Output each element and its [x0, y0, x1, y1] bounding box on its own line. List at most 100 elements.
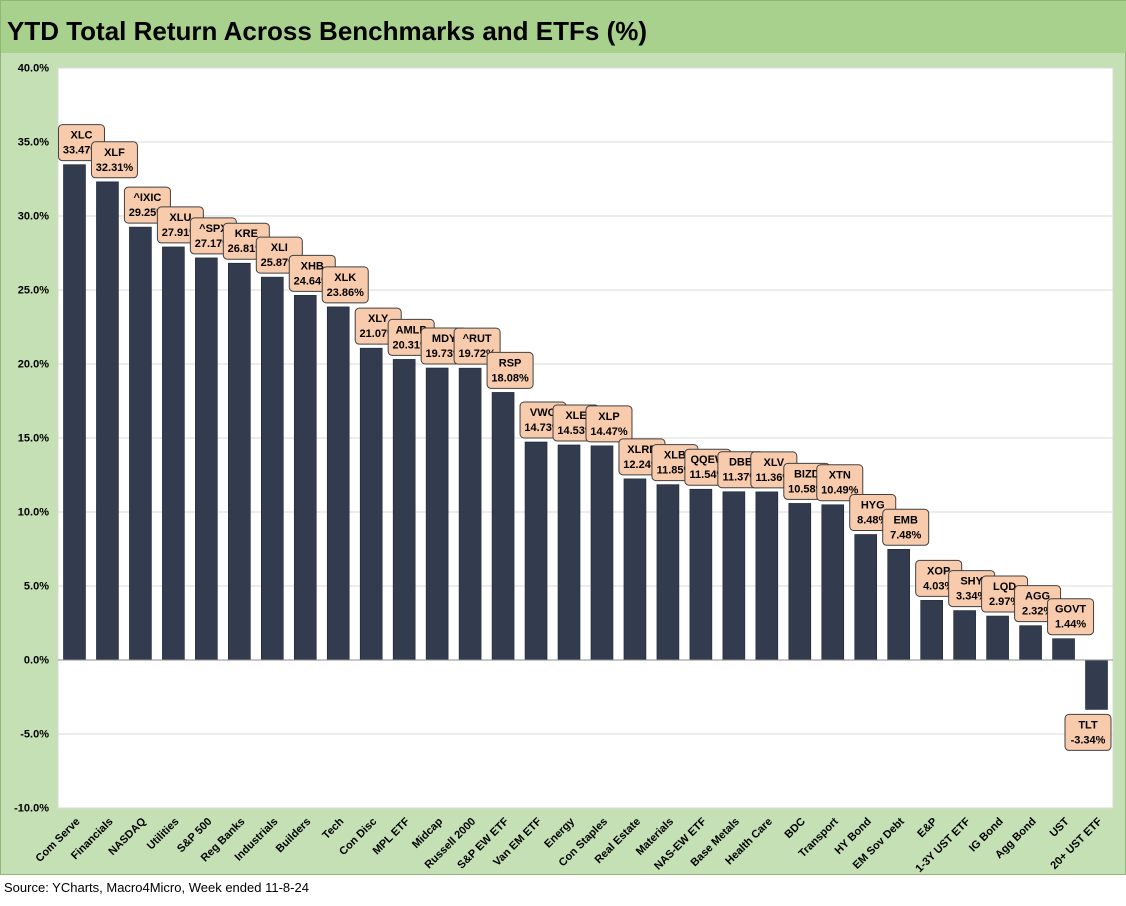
bar — [1019, 625, 1042, 661]
bar — [1085, 659, 1108, 710]
data-label-value: 11.37% — [723, 472, 760, 484]
data-label-ticker: MDY — [432, 333, 457, 345]
data-label-value: 11.36% — [755, 472, 792, 484]
data-label-value: 14.47% — [590, 426, 628, 438]
data-label-ticker: BIZD — [794, 468, 820, 480]
title-bar: YTD Total Return Across Benchmarks and E… — [1, 1, 1126, 53]
data-label-ticker: RSP — [499, 357, 522, 369]
data-label-ticker: ^RUT — [463, 333, 492, 345]
data-label-value: 7.48% — [890, 529, 921, 541]
y-tick-label: 25.0% — [18, 285, 49, 297]
bar — [260, 276, 284, 661]
bar — [491, 392, 515, 661]
data-label-value: 4.03% — [923, 580, 954, 592]
data-label-value: 11.54% — [690, 469, 727, 481]
data-label-ticker: AGG — [1025, 591, 1050, 603]
data-label-ticker: XLB — [664, 450, 686, 462]
data-label-ticker: LQD — [993, 581, 1016, 593]
data-label-ticker: XLF — [104, 147, 125, 159]
bar — [326, 306, 350, 661]
bar — [821, 504, 845, 661]
bar — [986, 615, 1009, 661]
bar — [920, 600, 943, 661]
y-tick-label: 35.0% — [18, 137, 49, 149]
x-tick-label: MPL ETF — [371, 815, 413, 857]
bar — [359, 347, 383, 661]
data-label-ticker: ^SPX — [199, 223, 228, 235]
data-label-box — [585, 405, 633, 443]
data-label-ticker: XLY — [368, 313, 389, 325]
bar — [590, 445, 614, 661]
bar — [195, 257, 218, 661]
data-label-value: 3.34% — [956, 591, 987, 603]
data-label-value: 2.32% — [1022, 606, 1053, 618]
bar — [557, 444, 581, 661]
y-tick-label: 5.0% — [24, 581, 49, 593]
data-label-box — [816, 464, 864, 502]
data-label-ticker: GOVT — [1055, 604, 1086, 616]
data-label-value: 23.86% — [327, 287, 365, 299]
data-label-ticker: XHB — [301, 260, 324, 272]
data-label-ticker: XLP — [598, 411, 619, 423]
data-label-value: -3.34% — [1071, 734, 1106, 746]
y-tick-label: 10.0% — [18, 507, 49, 519]
data-label-ticker: KRE — [235, 228, 258, 240]
bar — [458, 367, 482, 661]
data-label-ticker: EMB — [893, 514, 918, 526]
y-tick-label: 0.0% — [24, 655, 49, 667]
bar-chart: -10.0% -5.0% 0.0% 5.0% 10.0% 15.0% 20.0% 25.0% 3… — [14, 63, 1114, 875]
data-label-box — [882, 508, 930, 546]
data-label-ticker: XLI — [271, 242, 288, 254]
bar — [788, 503, 812, 661]
chart-title: YTD Total Return Across Benchmarks and E… — [7, 16, 648, 46]
bar — [228, 262, 251, 661]
data-label-ticker: XLU — [169, 212, 191, 224]
data-label-ticker: SHY — [960, 576, 983, 588]
data-label-ticker: AMLP — [396, 324, 427, 336]
data-label-value: 10.49% — [821, 485, 859, 497]
data-label-value: 32.31% — [96, 162, 134, 174]
y-tick-label: -5.0% — [20, 729, 49, 741]
x-tick-label: Builders — [274, 816, 314, 856]
bar — [953, 610, 976, 661]
data-label-ticker: XTN — [829, 470, 851, 482]
bar — [129, 226, 152, 661]
bar — [689, 488, 713, 661]
bar — [722, 491, 746, 661]
data-label-ticker: ^IXIC — [134, 192, 162, 204]
bar — [524, 441, 548, 661]
y-tick-label: -10.0% — [14, 803, 49, 815]
y-tick-label: 20.0% — [18, 359, 49, 371]
bar — [162, 246, 185, 661]
data-label-box — [321, 266, 369, 304]
bar — [96, 181, 119, 661]
data-label-value: 8.48% — [857, 514, 888, 526]
data-label-ticker: XLK — [334, 272, 356, 284]
y-tick-label: 30.0% — [18, 211, 49, 223]
bar — [854, 534, 878, 661]
x-tick-label: Tech — [320, 815, 346, 841]
x-tick-label: E&P — [915, 816, 939, 840]
data-label-value: 11.85% — [657, 465, 694, 477]
data-label-value: 1.44% — [1055, 619, 1086, 631]
y-tick-label: 15.0% — [18, 433, 49, 445]
data-label-ticker: VWO — [530, 407, 557, 419]
bar — [63, 164, 86, 661]
data-label-ticker: DBB — [729, 457, 753, 469]
y-tick-label: 40.0% — [18, 63, 49, 75]
bar — [392, 359, 416, 661]
data-label-ticker: XLV — [764, 457, 785, 469]
data-label-ticker: XLC — [70, 130, 92, 142]
data-label-value: 18.08% — [491, 372, 529, 384]
bar — [293, 295, 317, 661]
data-label-ticker: XLE — [565, 410, 586, 422]
bar — [755, 491, 779, 661]
data-label-ticker: HYG — [861, 499, 885, 511]
bar — [656, 484, 680, 661]
x-tick-label: BDC — [783, 816, 808, 841]
source-note: Source: YCharts, Macro4Micro, Week ended… — [4, 880, 309, 895]
data-label-ticker: XOP — [927, 565, 950, 577]
data-label-value: 2.97% — [989, 596, 1020, 608]
data-label-box — [1047, 598, 1095, 636]
x-tick-label: UST — [1048, 815, 1072, 839]
